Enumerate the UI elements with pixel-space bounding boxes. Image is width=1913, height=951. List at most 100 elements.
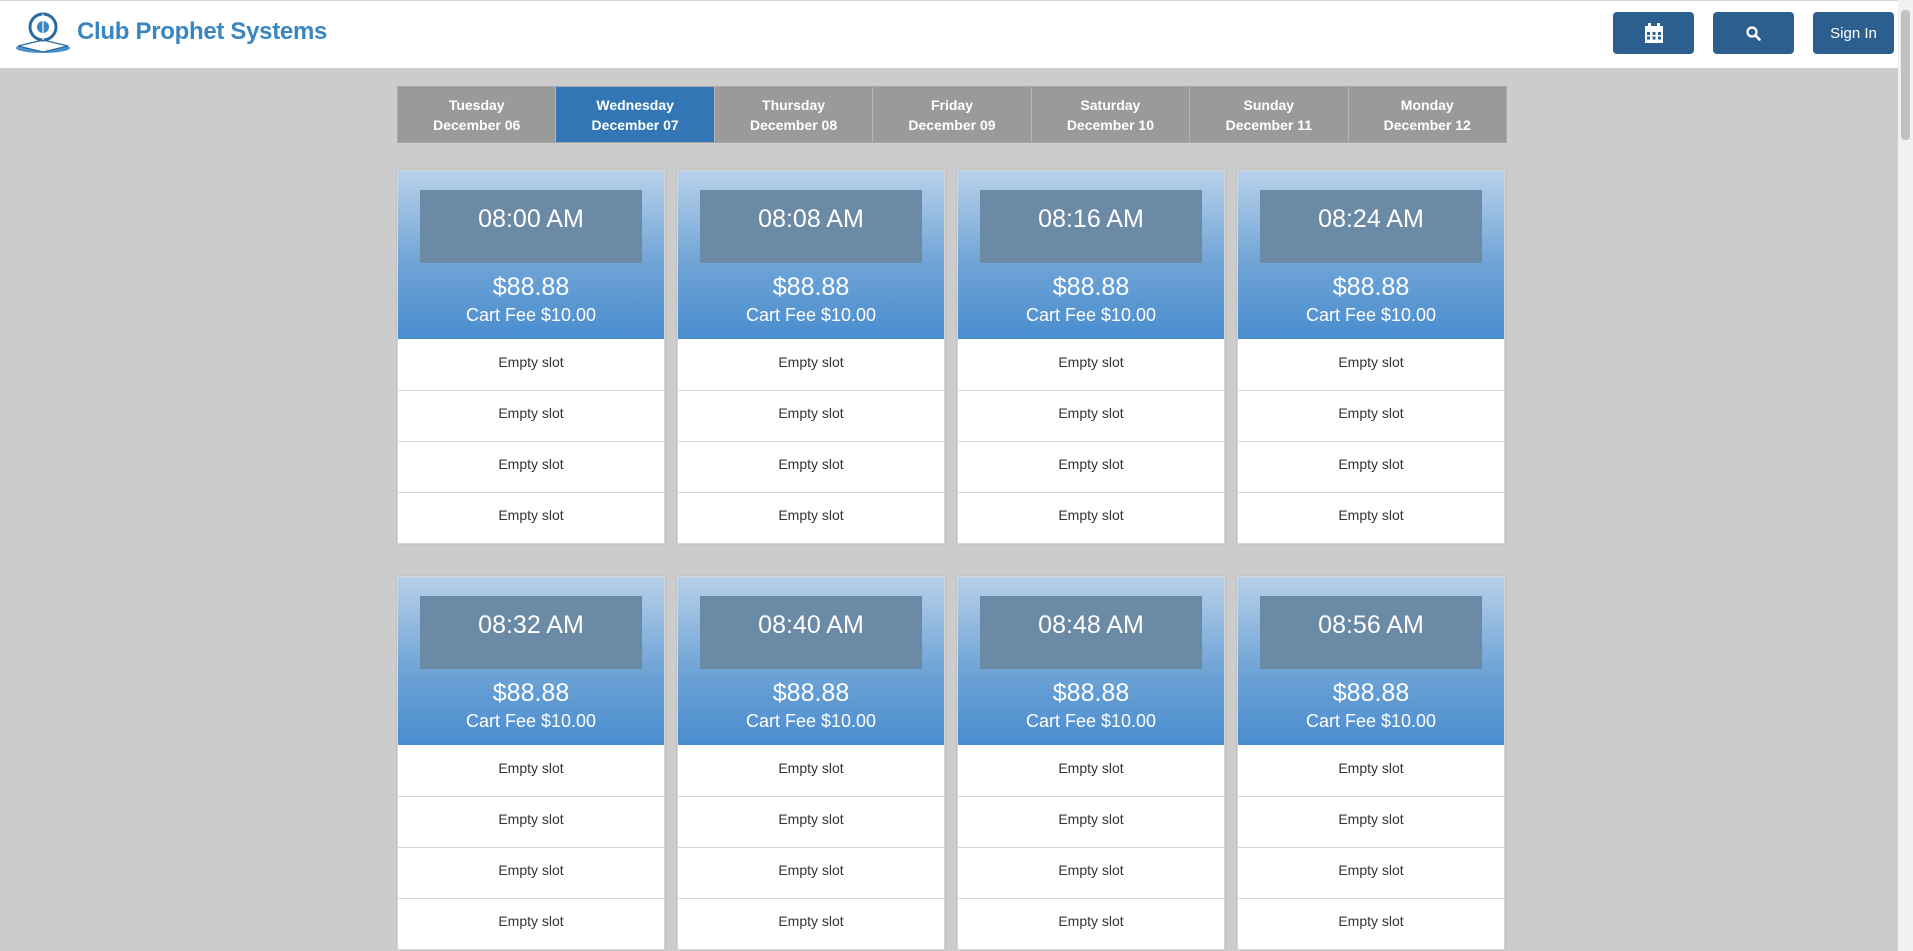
cart-fee-label: Cart Fee $10.00	[1305, 711, 1437, 731]
tee-time-card[interactable]: 08:00 AM $88.88 Cart Fee $10.00 Empty slot E…	[397, 170, 665, 544]
tab-day-label: Wednesday	[596, 96, 674, 113]
tee-time-label: 08:40 AM	[700, 596, 922, 669]
green-fee-price: $88.88	[1052, 273, 1130, 301]
brand[interactable]: Club Prophet Systems	[14, 10, 327, 54]
sign-in-button[interactable]: Sign In	[1813, 12, 1894, 54]
date-tab-friday[interactable]: Friday December 09	[873, 87, 1032, 142]
tee-time-header[interactable]: 08:08 AM $88.88 Cart Fee $10.00	[678, 171, 944, 339]
date-tab-wednesday[interactable]: Wednesday December 07	[556, 87, 715, 142]
tab-date-label: December 11	[1225, 116, 1313, 133]
player-slot[interactable]: Empty slot	[1238, 898, 1504, 949]
player-slot[interactable]: Empty slot	[778, 759, 844, 776]
player-slot[interactable]: Empty slot	[1238, 492, 1504, 543]
player-slot[interactable]: Empty slot	[1058, 353, 1124, 370]
player-slot[interactable]: Empty slot	[398, 441, 664, 492]
date-tab-sunday[interactable]: Sunday December 11	[1190, 87, 1349, 142]
tab-date-label: December 07	[591, 116, 679, 133]
player-slot[interactable]: Empty slot	[398, 898, 664, 949]
cart-fee-label: Cart Fee $10.00	[745, 711, 877, 731]
green-fee-price: $88.88	[492, 273, 570, 301]
player-slot[interactable]: Empty slot	[1238, 796, 1504, 847]
calendar-icon	[1644, 22, 1663, 43]
tee-time-label: 08:16 AM	[980, 190, 1202, 263]
tee-time-header[interactable]: 08:16 AM $88.88 Cart Fee $10.00	[958, 171, 1224, 339]
player-slot[interactable]: Empty slot	[498, 759, 564, 776]
tee-time-card[interactable]: 08:56 AM $88.88 Cart Fee $10.00 Empty slot E…	[1237, 576, 1505, 950]
scrollbar-thumb[interactable]	[1901, 10, 1910, 140]
tee-time-card[interactable]: 08:48 AM $88.88 Cart Fee $10.00 Empty slot E…	[957, 576, 1225, 950]
date-tab-tuesday[interactable]: Tuesday December 06	[398, 87, 557, 142]
tee-time-card[interactable]: 08:40 AM $88.88 Cart Fee $10.00 Empty slot E…	[677, 576, 945, 950]
player-slot[interactable]: Empty slot	[1238, 390, 1504, 441]
date-tab-thursday[interactable]: Thursday December 08	[714, 87, 874, 142]
player-slot[interactable]: Empty slot	[398, 390, 664, 441]
player-slot[interactable]: Empty slot	[398, 796, 664, 847]
cart-fee-label: Cart Fee $10.00	[1025, 711, 1157, 731]
search-icon	[1746, 25, 1761, 41]
tab-day-label: Saturday	[1080, 96, 1141, 113]
green-fee-price: $88.88	[1332, 273, 1410, 301]
tab-day-label: Tuesday	[448, 96, 505, 113]
player-slot[interactable]: Empty slot	[1238, 847, 1504, 898]
player-slot[interactable]: Empty slot	[498, 353, 564, 370]
tee-time-header[interactable]: 08:24 AM $88.88 Cart Fee $10.00	[1238, 171, 1504, 339]
player-slot[interactable]: Empty slot	[398, 847, 664, 898]
green-fee-price: $88.88	[1332, 679, 1410, 707]
cart-fee-label: Cart Fee $10.00	[745, 305, 877, 325]
player-slot[interactable]: Empty slot	[958, 847, 1224, 898]
player-slot[interactable]: Empty slot	[1058, 759, 1124, 776]
tab-date-label: December 08	[749, 116, 838, 133]
brand-name: Club Prophet Systems	[77, 18, 328, 45]
player-slot[interactable]: Empty slot	[1338, 759, 1404, 776]
player-slot[interactable]: Empty slot	[1238, 441, 1504, 492]
tee-time-label: 08:00 AM	[420, 190, 642, 263]
player-slot[interactable]: Empty slot	[958, 898, 1224, 949]
tee-time-label: 08:32 AM	[420, 596, 642, 669]
cart-fee-label: Cart Fee $10.00	[1305, 305, 1437, 325]
calendar-button[interactable]	[1613, 12, 1694, 54]
tee-time-header[interactable]: 08:32 AM $88.88 Cart Fee $10.00	[398, 577, 664, 745]
player-slot[interactable]: Empty slot	[958, 390, 1224, 441]
player-slot[interactable]: Empty slot	[398, 492, 664, 543]
tee-time-header[interactable]: 08:40 AM $88.88 Cart Fee $10.00	[678, 577, 944, 745]
tab-day-label: Friday	[930, 96, 973, 113]
page-scrollbar[interactable]	[1898, 0, 1913, 951]
tee-time-header[interactable]: 08:56 AM $88.88 Cart Fee $10.00	[1238, 577, 1504, 745]
player-slot[interactable]: Empty slot	[958, 441, 1224, 492]
club-prophet-logo-icon	[16, 12, 70, 53]
tab-day-label: Thursday	[762, 96, 826, 113]
search-button[interactable]	[1713, 12, 1794, 54]
tee-time-header[interactable]: 08:48 AM $88.88 Cart Fee $10.00	[958, 577, 1224, 745]
tee-time-grid: 08:00 AM $88.88 Cart Fee $10.00 Empty slot E…	[397, 170, 1507, 950]
green-fee-price: $88.88	[492, 679, 570, 707]
tee-time-card[interactable]: 08:32 AM $88.88 Cart Fee $10.00 Empty slot E…	[397, 576, 665, 950]
tee-time-card[interactable]: 08:16 AM $88.88 Cart Fee $10.00 Empty slot E…	[957, 170, 1225, 544]
player-slot[interactable]: Empty slot	[1338, 353, 1404, 370]
green-fee-price: $88.88	[772, 273, 850, 301]
tee-time-card[interactable]: 08:08 AM $88.88 Cart Fee $10.00 Empty slot E…	[677, 170, 945, 544]
player-slot[interactable]: Empty slot	[958, 796, 1224, 847]
player-slot[interactable]: Empty slot	[678, 390, 944, 441]
green-fee-price: $88.88	[1052, 679, 1130, 707]
tee-time-card[interactable]: 08:24 AM $88.88 Cart Fee $10.00 Empty slot E…	[1237, 170, 1505, 544]
player-slot[interactable]: Empty slot	[678, 796, 944, 847]
tab-date-label: December 10	[1066, 116, 1154, 133]
top-header: Club Prophet Systems Sign In	[0, 0, 1913, 68]
green-fee-price: $88.88	[772, 679, 850, 707]
tab-day-label: Sunday	[1243, 96, 1295, 113]
player-slot[interactable]: Empty slot	[678, 898, 944, 949]
tee-time-label: 08:56 AM	[1260, 596, 1482, 669]
player-slot[interactable]: Empty slot	[678, 847, 944, 898]
tab-date-label: December 06	[433, 116, 521, 133]
player-slot[interactable]: Empty slot	[678, 492, 944, 543]
date-tab-monday[interactable]: Monday December 12	[1348, 87, 1506, 142]
date-tab-saturday[interactable]: Saturday December 10	[1031, 87, 1191, 142]
player-slot[interactable]: Empty slot	[958, 492, 1224, 543]
cart-fee-label: Cart Fee $10.00	[1025, 305, 1157, 325]
player-slot[interactable]: Empty slot	[678, 441, 944, 492]
player-slot[interactable]: Empty slot	[778, 353, 844, 370]
cart-fee-label: Cart Fee $10.00	[465, 711, 597, 731]
tee-time-header[interactable]: 08:00 AM $88.88 Cart Fee $10.00	[398, 171, 664, 339]
tee-time-label: 08:24 AM	[1260, 190, 1482, 263]
tab-day-label: Monday	[1400, 96, 1454, 113]
